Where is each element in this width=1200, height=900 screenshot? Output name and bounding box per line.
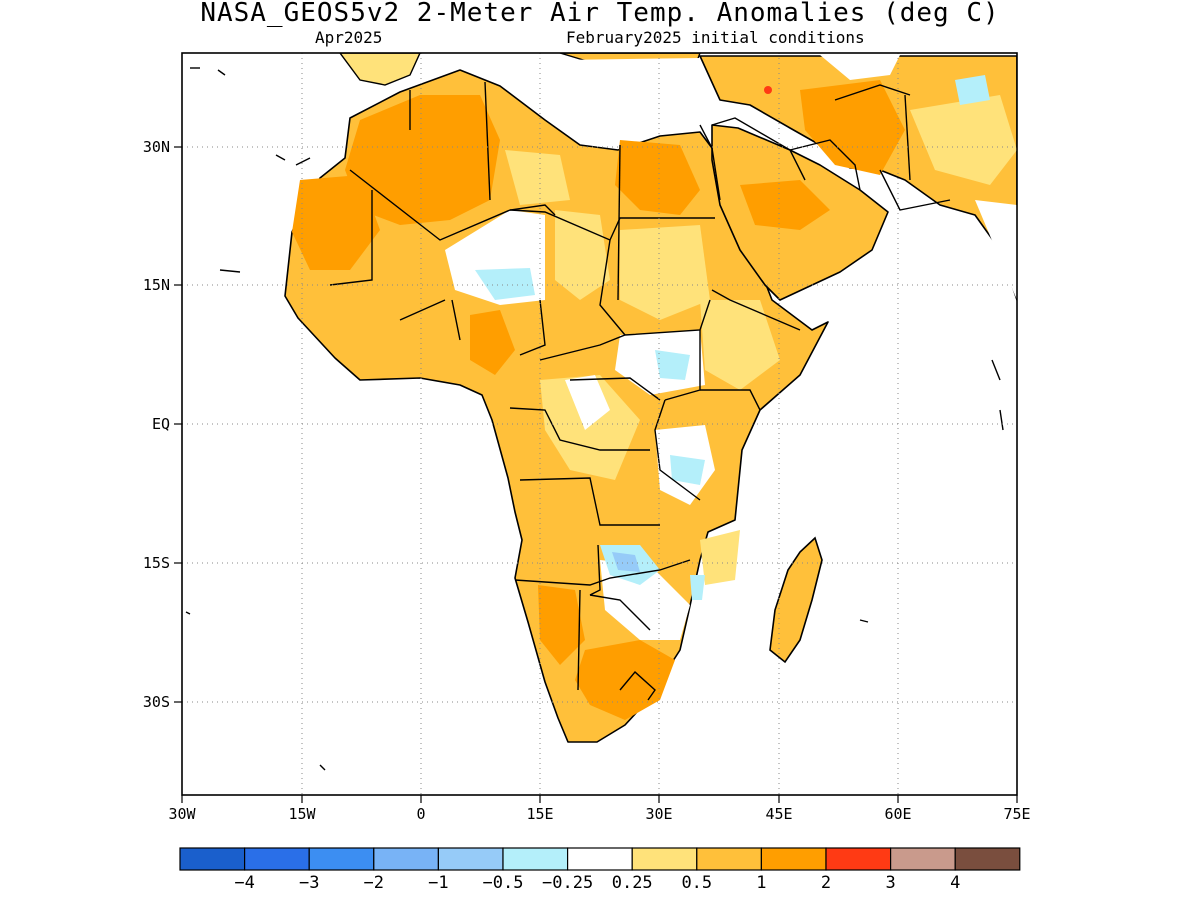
colorbar-swatch (437, 847, 504, 871)
country-borders (329, 81, 951, 701)
colorbar: −4 −3 −2 −1 −0.5 −0.25 0.25 0.5 1 2 3 4 (179, 847, 1021, 893)
colorbar-label: 4 (950, 873, 960, 893)
y-tick-label: EQ (152, 415, 170, 433)
y-axis-labels: 30N 15N EQ 15S 30S (143, 138, 170, 711)
colorbar-label: 0.25 (612, 873, 653, 893)
colorbar-swatch (825, 847, 892, 871)
mild-anomaly-regions (505, 95, 1017, 585)
colorbar-label: −1 (428, 873, 448, 893)
y-tick-label: 30N (143, 138, 170, 156)
hot-spot (764, 86, 772, 94)
colorbar-label: −0.25 (542, 873, 593, 893)
europe-land (339, 53, 421, 86)
y-tick-label: 30S (143, 693, 170, 711)
x-tick-label: 75E (1003, 805, 1030, 823)
colorbar-label: 0.5 (681, 873, 712, 893)
gridlines (182, 53, 1017, 795)
y-tick-label: 15N (143, 276, 170, 294)
tick-marks (174, 146, 1018, 803)
x-tick-label: 60E (884, 805, 911, 823)
cool-anomaly-strong (612, 552, 640, 572)
x-tick-label: 15E (526, 805, 553, 823)
colorbar-label: 1 (756, 873, 766, 893)
chart-title: NASA_GEOS5v2 2-Meter Air Temp. Anomalies… (200, 0, 1000, 28)
colorbar-swatch (760, 847, 827, 871)
colorbar-swatch (696, 847, 762, 871)
colorbar-label: −0.5 (483, 873, 524, 893)
colorbar-swatch (244, 847, 310, 871)
valid-month-label: Apr2025 (315, 28, 383, 47)
colorbar-swatch (502, 847, 569, 871)
warm-anomaly-regions (292, 80, 905, 720)
colorbar-label: −3 (299, 873, 319, 893)
x-axis-labels: 30W 15W 0 15E 30E 45E 60E 75E (168, 805, 1030, 823)
madagascar-land (769, 536, 823, 664)
colorbar-swatch (179, 847, 246, 871)
colorbar-swatch (308, 847, 375, 871)
colorbar-label: −2 (364, 873, 384, 893)
x-tick-label: 0 (416, 805, 425, 823)
colorbar-swatch (566, 847, 633, 871)
x-tick-label: 30W (168, 805, 196, 823)
colorbar-swatch (631, 847, 698, 871)
colorbar-label: 2 (821, 873, 831, 893)
islands (185, 67, 1004, 771)
init-conditions-label: February2025 initial conditions (566, 28, 865, 47)
x-tick-label: 15W (288, 805, 316, 823)
colorbar-swatch (889, 847, 956, 871)
y-tick-label: 15S (143, 554, 170, 572)
x-tick-label: 30E (645, 805, 672, 823)
colorbar-label: −4 (234, 873, 254, 893)
x-tick-label: 45E (765, 805, 792, 823)
colorbar-swatch (373, 847, 439, 871)
colorbar-swatch (954, 847, 1021, 871)
colorbar-label: 3 (885, 873, 895, 893)
map-content (185, 53, 1017, 771)
